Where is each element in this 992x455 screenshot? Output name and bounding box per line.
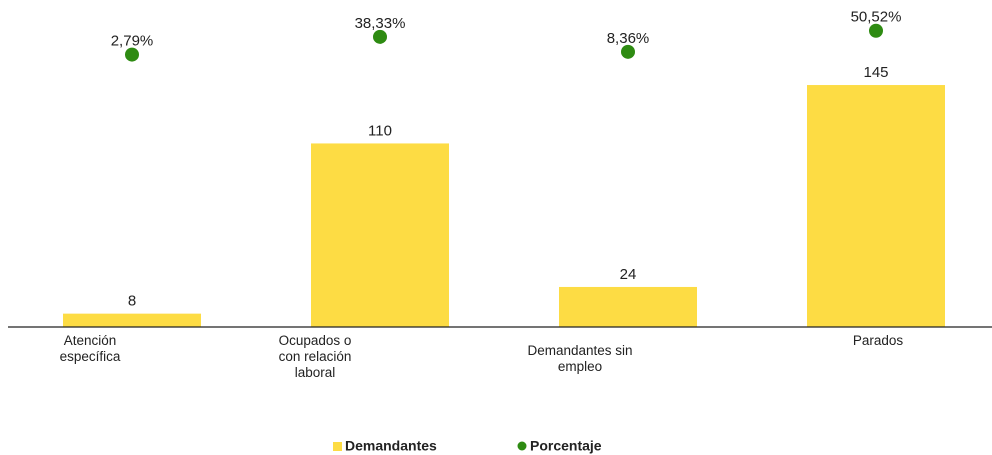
point bbox=[125, 47, 139, 62]
point-value-label: 38,33% bbox=[355, 15, 406, 32]
x-tick-label: Ocupados o con relación laboral bbox=[278, 333, 352, 380]
point-value-label: 50,52% bbox=[851, 9, 902, 26]
legend-label: Demandantes bbox=[345, 438, 437, 454]
point bbox=[373, 29, 387, 44]
bar bbox=[807, 85, 945, 327]
legend-swatch bbox=[333, 442, 342, 451]
bar-value-label: 145 bbox=[863, 64, 888, 81]
point-value-label: 2,79% bbox=[111, 33, 154, 50]
point-value-label: 8,36% bbox=[607, 30, 650, 47]
bar-value-label: 110 bbox=[368, 122, 392, 139]
bar bbox=[63, 313, 201, 327]
bar bbox=[311, 143, 449, 327]
bar-value-label: 24 bbox=[620, 266, 637, 283]
x-tick-label: Parados bbox=[852, 333, 904, 348]
bar bbox=[559, 286, 697, 327]
x-tick-label: Atención específica bbox=[59, 333, 121, 364]
bar-value-label: 8 bbox=[128, 293, 136, 310]
point bbox=[869, 23, 883, 38]
legend-swatch bbox=[517, 441, 527, 451]
point bbox=[621, 44, 635, 59]
legend-label: Porcentaje bbox=[530, 438, 602, 454]
x-tick-label: Demandantes sin empleo bbox=[527, 343, 633, 374]
